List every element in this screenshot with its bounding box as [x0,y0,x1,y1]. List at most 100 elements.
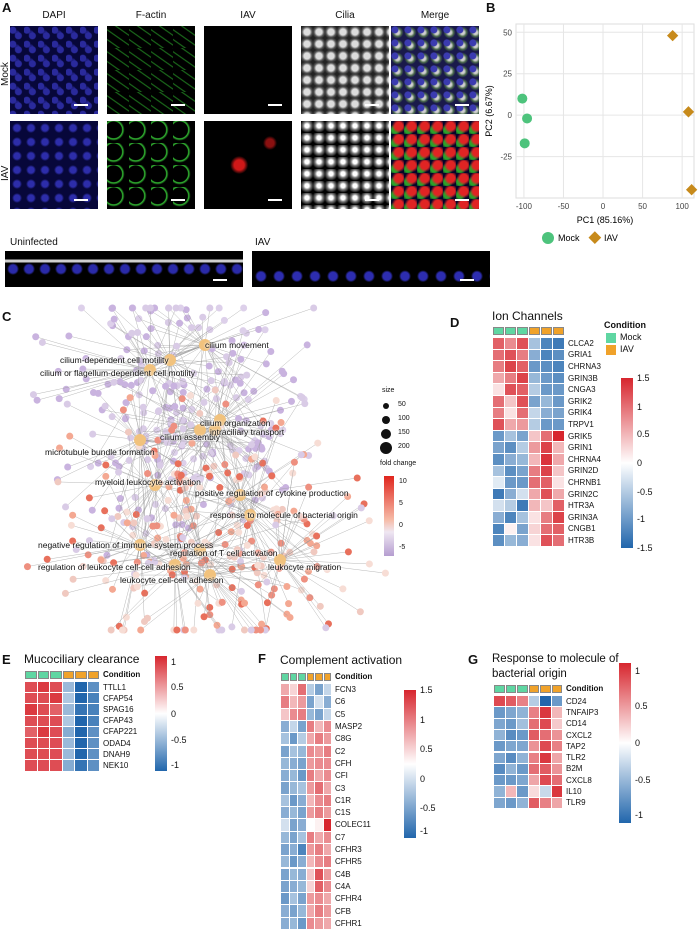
heatmap-cell [315,905,323,917]
heatmap-cell [505,361,516,372]
network-edge [154,549,201,563]
heatmap-cell [306,770,314,782]
heatmap-cell [315,745,323,757]
gene-node [199,501,207,509]
heatmap-cell [289,905,297,917]
heatmap-cell [62,693,74,704]
heatmap-cell [517,797,528,808]
network-edge [57,439,141,480]
heatmap-cell [540,797,551,808]
network-edge [199,392,245,431]
gene-node [283,583,291,591]
heatmap-cell [315,757,323,770]
gene-label: TRPV1 [568,420,594,429]
network-edge [127,522,211,576]
heatmap-cell [553,338,564,349]
column-header-merge: Merge [420,10,450,21]
heatmap-cell [315,819,323,831]
gene-node [61,589,69,597]
gene-node [207,449,215,457]
network-edge [199,549,302,591]
panel-label-e: E [2,652,11,667]
heatmap-cell [323,696,331,708]
gene-node [232,451,240,459]
condition-cell-iav [87,671,99,679]
heatmap-cell [298,856,306,868]
condition-cell-mock [25,671,37,679]
heatmap-cell [306,757,314,770]
network-edge [159,465,201,551]
network-edge [169,359,225,384]
heatmap-cell [50,715,62,726]
heatmap-cell [551,729,562,741]
network-edge [186,429,201,510]
heatmap-cell [493,349,504,361]
heatmap-cell [281,684,289,696]
gene-node [303,341,311,349]
network-edge [139,515,197,546]
gene-node [139,403,147,411]
heatmap-cell [494,786,505,797]
network-edge [76,544,141,550]
gene-node [82,375,90,383]
gene-node [297,586,305,594]
heatmap-cell [540,718,551,729]
heatmap-cell [306,794,314,806]
heatmap-cell [298,819,306,831]
heatmap-cell [493,430,504,442]
gene-node [201,538,209,546]
condition-label: Condition [566,684,604,693]
colorbar-tick: -1 [171,760,180,771]
gene-node [97,556,105,564]
gene-node [276,406,284,414]
heatmap-cell [505,384,516,395]
network-edge [199,475,272,551]
gene-node [322,624,330,632]
heatmap-cell [517,477,528,488]
heatmap-cell [529,407,540,419]
network-term-label: positive regulation of cytokine producti… [195,488,349,498]
gene-node [110,315,118,323]
network-edge [279,559,344,590]
heatmap-cell [529,535,540,546]
colorbar-tick: 1 [420,714,426,725]
gene-node [32,333,40,341]
gene-node [153,426,161,434]
micrograph-iav-f-actin [107,121,195,209]
network-edge [199,520,251,551]
network-edge [88,544,141,556]
gene-node [279,426,287,434]
network-edge [169,323,180,361]
network-edge [219,379,294,421]
gene-node [29,391,37,399]
colorbar-tick: -0.5 [171,734,187,745]
colorbar [404,690,416,838]
heatmap-cell [37,693,49,704]
scale-bar [268,199,282,201]
heatmap-cell [75,693,87,704]
gene-label: B2M [566,764,583,774]
gene-label: CFB [335,906,351,916]
heatmap-cell [505,775,516,786]
gene-node [211,386,219,394]
scale-bar [455,104,469,106]
heatmap-cell [315,831,323,843]
gene-label: CFAP221 [103,727,138,737]
gene-node [128,329,136,337]
gene-node [134,328,142,336]
gene-node [259,553,267,561]
network-edge [214,429,272,476]
condition-cell-mock [517,327,528,335]
heatmap-cell [289,684,297,696]
gene-node [125,456,133,464]
gene-node [243,521,251,529]
colorbar-tick: 0.5 [637,429,650,440]
heatmap-cell [298,893,306,905]
network-edge [105,544,141,581]
network-edge [149,320,225,371]
network-edge [277,514,281,561]
network-edge [279,496,348,561]
heatmap-cell [75,760,87,771]
gene-label: IL10 [566,787,582,797]
gene-node [114,512,122,520]
